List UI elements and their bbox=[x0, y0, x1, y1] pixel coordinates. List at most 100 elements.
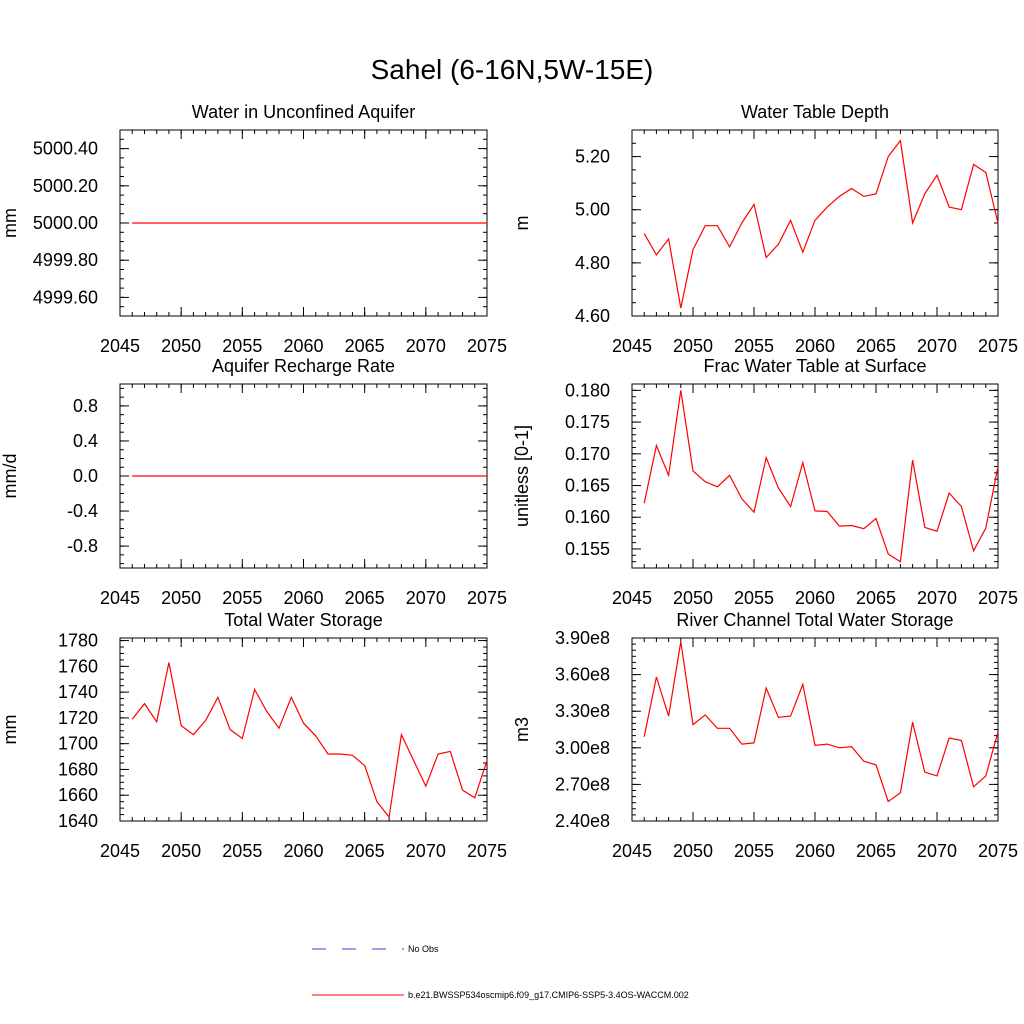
y-tick-label: 4.60 bbox=[575, 306, 610, 326]
y-tick-label: 1720 bbox=[58, 708, 98, 728]
x-tick-label: 2050 bbox=[161, 588, 201, 608]
series-line-model bbox=[131, 662, 488, 819]
plot-frame bbox=[631, 383, 999, 569]
x-tick-label: 2060 bbox=[283, 841, 323, 861]
x-tick-label: 2060 bbox=[795, 336, 835, 356]
y-tick-label: 3.30e8 bbox=[555, 701, 610, 721]
x-tick-label: 2075 bbox=[467, 841, 507, 861]
plot-frame bbox=[119, 637, 488, 822]
legend-model-label: b.e21.BWSSP534oscmip6.f09_g17.CMIP6-SSP5… bbox=[408, 990, 689, 1000]
x-tick-label: 2065 bbox=[856, 841, 896, 861]
y-tick-label: 0.165 bbox=[565, 476, 610, 496]
x-tick-label: 2065 bbox=[345, 336, 385, 356]
y-tick-label: 1780 bbox=[58, 631, 98, 651]
plot-frame bbox=[631, 129, 999, 317]
x-tick-label: 2055 bbox=[734, 841, 774, 861]
x-tick-label: 2045 bbox=[100, 588, 140, 608]
y-axis-label: mm bbox=[0, 208, 20, 238]
y-tick-label: 1740 bbox=[58, 682, 98, 702]
y-tick-label: 5.00 bbox=[575, 200, 610, 220]
y-tick-label: 2.70e8 bbox=[555, 774, 610, 794]
x-tick-label: 2075 bbox=[978, 336, 1018, 356]
y-tick-label: 1700 bbox=[58, 734, 98, 754]
panel-title: Total Water Storage bbox=[224, 610, 382, 630]
x-tick-label: 2070 bbox=[406, 841, 446, 861]
y-tick-label: 0.8 bbox=[73, 396, 98, 416]
x-tick-label: 2075 bbox=[467, 336, 507, 356]
x-tick-label: 2045 bbox=[612, 336, 652, 356]
x-tick-label: 2060 bbox=[795, 588, 835, 608]
panel-title: Frac Water Table at Surface bbox=[703, 356, 926, 376]
y-tick-label: -0.8 bbox=[67, 536, 98, 556]
y-axis-label: mm bbox=[0, 715, 20, 745]
x-tick-label: 2055 bbox=[734, 588, 774, 608]
y-axis-label: unitless [0-1] bbox=[512, 425, 532, 527]
x-tick-label: 2060 bbox=[283, 336, 323, 356]
y-tick-label: 0.170 bbox=[565, 444, 610, 464]
x-tick-label: 2065 bbox=[856, 336, 896, 356]
y-tick-label: 0.175 bbox=[565, 412, 610, 432]
x-tick-label: 2045 bbox=[612, 841, 652, 861]
x-tick-label: 2070 bbox=[406, 336, 446, 356]
chart-panel-4: 2045 2050 2055 2060 2065 2070 2075 0.155 0.160 0.… bbox=[512, 356, 1018, 608]
x-tick-label: 2050 bbox=[161, 841, 201, 861]
x-tick-label: 2045 bbox=[100, 841, 140, 861]
y-tick-label: 5000.00 bbox=[33, 213, 98, 233]
series-line-model bbox=[643, 641, 999, 803]
x-tick-label: 2050 bbox=[673, 588, 713, 608]
y-tick-label: 1680 bbox=[58, 759, 98, 779]
y-tick-label: 5.20 bbox=[575, 147, 610, 167]
x-tick-label: 2065 bbox=[345, 841, 385, 861]
series-line-model bbox=[643, 139, 999, 309]
x-tick-label: 2045 bbox=[100, 336, 140, 356]
x-tick-label: 2050 bbox=[673, 336, 713, 356]
x-tick-label: 2065 bbox=[856, 588, 896, 608]
figure-title: Sahel (6-16N,5W-15E) bbox=[370, 54, 654, 85]
y-tick-label: 0.160 bbox=[565, 507, 610, 527]
x-tick-label: 2070 bbox=[917, 841, 957, 861]
x-tick-label: 2070 bbox=[917, 588, 957, 608]
y-tick-label: 1640 bbox=[58, 811, 98, 831]
y-tick-label: 1660 bbox=[58, 785, 98, 805]
x-tick-label: 2050 bbox=[161, 336, 201, 356]
panel-title: Water Table Depth bbox=[741, 102, 889, 122]
y-tick-label: 5000.20 bbox=[33, 176, 98, 196]
x-tick-label: 2070 bbox=[917, 336, 957, 356]
series-line-model bbox=[643, 390, 999, 563]
y-tick-label: 5000.40 bbox=[33, 139, 98, 159]
x-tick-label: 2075 bbox=[978, 841, 1018, 861]
y-tick-label: 3.90e8 bbox=[555, 628, 610, 648]
panel-title: Water in Unconfined Aquifer bbox=[192, 102, 415, 122]
chart-panel-3: 2045 2050 2055 2060 2065 2070 2075 -0.8 -0.4 0.0 0… bbox=[0, 356, 507, 608]
x-tick-label: 2055 bbox=[222, 841, 262, 861]
y-tick-label: 0.155 bbox=[565, 539, 610, 559]
chart-panel-6: 2045 2050 2055 2060 2065 2070 2075 2.40e8 2.70e8… bbox=[512, 610, 1018, 861]
x-tick-label: 2070 bbox=[406, 588, 446, 608]
y-tick-label: 2.40e8 bbox=[555, 811, 610, 831]
y-tick-label: 4999.80 bbox=[33, 250, 98, 270]
panel-title: River Channel Total Water Storage bbox=[676, 610, 953, 630]
y-axis-label: m3 bbox=[512, 717, 532, 742]
y-tick-label: 3.60e8 bbox=[555, 665, 610, 685]
chart-panel-2: 2045 2050 2055 2060 2065 2070 2075 4.60 4.80 5.00… bbox=[512, 102, 1018, 356]
x-tick-label: 2060 bbox=[283, 588, 323, 608]
y-tick-label: 0.4 bbox=[73, 431, 98, 451]
plot-frame bbox=[631, 637, 999, 822]
x-tick-label: 2055 bbox=[222, 336, 262, 356]
x-tick-label: 2075 bbox=[978, 588, 1018, 608]
x-tick-label: 2055 bbox=[222, 588, 262, 608]
chart-panel-1: 2045 2050 2055 2060 2065 2070 2075 4999.60 4999.… bbox=[0, 102, 507, 356]
panel-title: Aquifer Recharge Rate bbox=[212, 356, 395, 376]
y-axis-label: m bbox=[512, 216, 532, 231]
y-axis-label: mm/d bbox=[0, 454, 20, 499]
x-tick-label: 2050 bbox=[673, 841, 713, 861]
x-tick-label: 2065 bbox=[345, 588, 385, 608]
y-tick-label: 1760 bbox=[58, 656, 98, 676]
legend-obs-label: No Obs bbox=[408, 944, 439, 954]
y-tick-label: 4999.60 bbox=[33, 287, 98, 307]
chart-panel-5: 2045 2050 2055 2060 2065 2070 2075 1640 1660 1680… bbox=[0, 610, 507, 861]
x-tick-label: 2045 bbox=[612, 588, 652, 608]
y-tick-label: -0.4 bbox=[67, 501, 98, 521]
y-tick-label: 4.80 bbox=[575, 253, 610, 273]
